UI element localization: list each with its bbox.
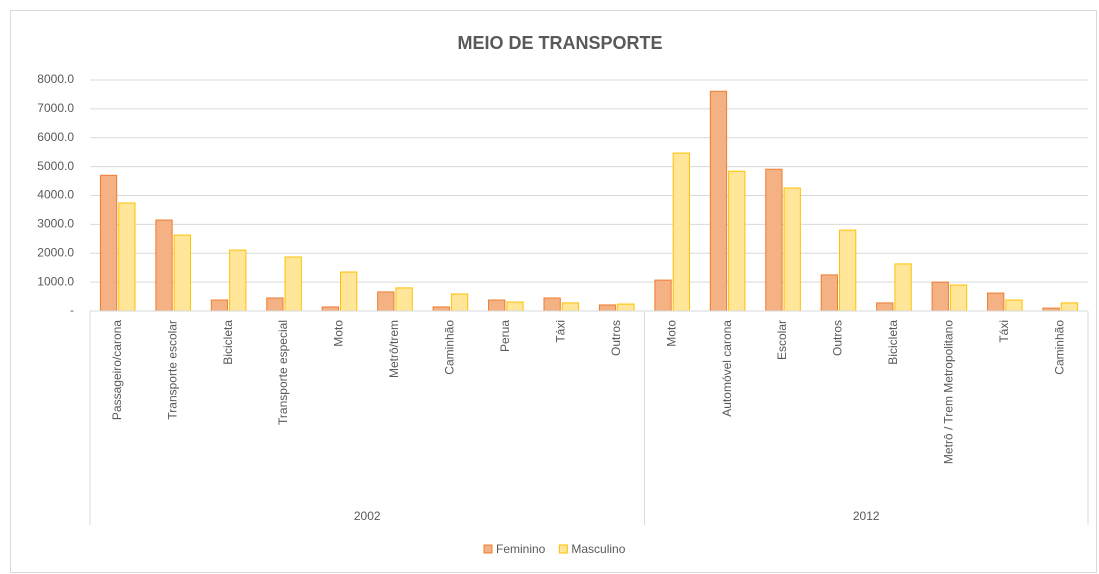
y-tick-label: 6000.0 — [37, 130, 74, 144]
legend-swatch — [483, 544, 493, 554]
legend-swatch — [558, 544, 568, 554]
chart-border — [10, 10, 1097, 573]
y-tick-label: 4000.0 — [37, 188, 74, 202]
x-tick-label: Perua — [498, 320, 512, 352]
group-label: 2012 — [853, 509, 880, 523]
bar — [987, 292, 1005, 312]
x-tick-label: Táxi — [553, 320, 567, 343]
bar — [155, 219, 173, 312]
bar — [820, 274, 838, 312]
x-tick-label: Bicicleta — [221, 320, 235, 365]
x-tick-label: Escolar — [775, 320, 789, 360]
bar — [506, 301, 524, 312]
bar — [488, 299, 506, 312]
y-tick-label: - — [70, 303, 74, 317]
bar — [728, 170, 746, 312]
bar — [1060, 302, 1079, 312]
bar — [543, 297, 561, 312]
legend-label: Feminino — [496, 542, 546, 556]
bar — [598, 304, 617, 312]
bar — [709, 90, 728, 312]
y-tick-label: 5000.0 — [37, 159, 74, 173]
bar — [894, 263, 912, 312]
bar — [118, 202, 136, 312]
bar — [432, 306, 450, 312]
bar — [654, 279, 672, 312]
x-tick-label: Passageiro/carona — [110, 320, 124, 420]
bar — [839, 229, 857, 312]
legend-label: Masculino — [571, 542, 625, 556]
bar — [377, 291, 395, 312]
bar — [321, 306, 340, 312]
bar — [783, 187, 801, 312]
x-tick-label: Caminhão — [1052, 320, 1066, 375]
x-tick-label: Transporte escolar — [165, 320, 179, 420]
bar — [931, 281, 949, 312]
x-tick-label: Táxi — [997, 320, 1011, 343]
x-tick-label: Bicicleta — [886, 320, 900, 365]
x-tick-label: Outros — [609, 320, 623, 356]
x-tick-label: Transporte especial — [276, 320, 290, 425]
bar — [765, 168, 783, 312]
bar — [949, 284, 968, 312]
bar — [876, 302, 894, 312]
bar — [561, 302, 580, 312]
chart-title: MEIO DE TRANSPORTE — [457, 33, 662, 53]
x-tick-label: Outros — [831, 320, 845, 356]
x-tick-label: Automóvel carona — [720, 320, 734, 417]
bar — [395, 287, 413, 312]
y-tick-label: 8000.0 — [37, 72, 74, 86]
bar — [284, 256, 302, 312]
x-tick-label: Caminhão — [443, 320, 457, 375]
bar — [99, 174, 118, 312]
bar — [340, 271, 358, 312]
bar — [266, 297, 284, 312]
bar — [617, 303, 635, 312]
y-tick-label: 7000.0 — [37, 101, 74, 115]
bar — [229, 249, 247, 312]
bar — [173, 234, 191, 312]
y-tick-label: 2000.0 — [37, 245, 74, 259]
y-tick-label: 1000.0 — [37, 274, 74, 288]
x-tick-label: Metrô / Trem Metropolitano — [942, 320, 956, 464]
x-tick-label: Moto — [664, 320, 678, 347]
group-label: 2002 — [354, 509, 381, 523]
bar — [450, 293, 469, 312]
bar — [672, 152, 690, 312]
bar — [1005, 299, 1023, 312]
x-tick-label: Moto — [332, 320, 346, 347]
x-tick-label: Metrô/trem — [387, 320, 401, 378]
bar — [210, 299, 229, 312]
y-tick-label: 3000.0 — [37, 217, 74, 231]
